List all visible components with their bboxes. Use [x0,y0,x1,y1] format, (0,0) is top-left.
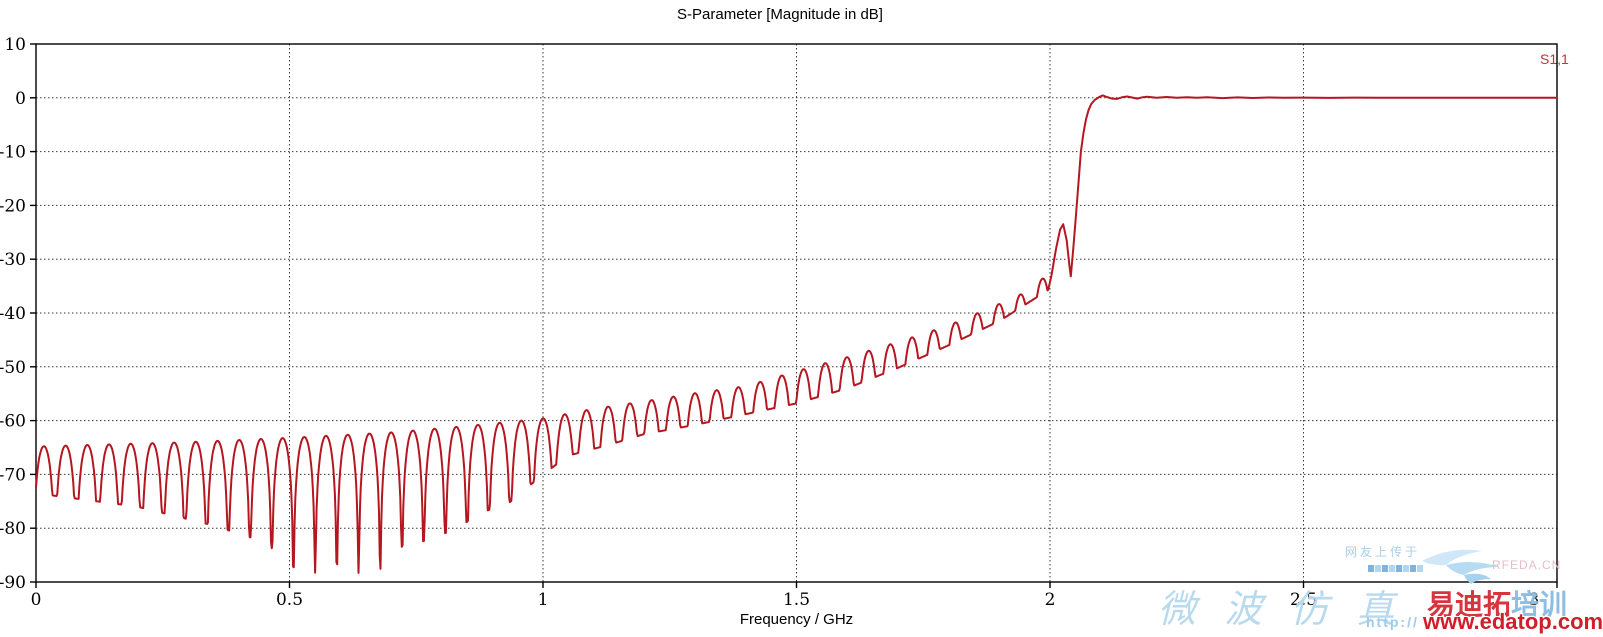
legend-s11-label: S1,1 [1540,51,1569,67]
s11-curve [35,94,1558,574]
chart-title: S-Parameter [Magnitude in dB] [677,6,883,23]
watermark-uploader-text: 网友上传于 [1345,545,1421,559]
watermark-url-text: http:// [1366,614,1419,630]
y-tick-label: -20 [0,196,26,216]
y-tick-label: -50 [0,358,26,378]
y-tick-label: -70 [0,465,26,485]
y-tick-label: -30 [0,250,26,270]
y-tick-label: -90 [0,573,26,593]
pixel-squares-icon [1368,559,1424,572]
x-tick-label: 3 [1529,590,1540,610]
x-tick-label: 1 [538,590,549,610]
x-axis-title: Frequency / GHz [739,611,854,628]
watermark-site-text: www.edatop.com [1423,609,1603,634]
watermark-rfeda-text: RFEDA.CN [1492,558,1562,572]
x-tick-label: 0.5 [276,590,303,610]
watermark-logo-text: 易迪拓培训 [1427,583,1567,623]
y-tick-label: 0 [15,89,26,109]
logo-blue-part: 培训 [1511,588,1568,621]
watermark-calligraphy-text: 微 波 仿 真 [1158,587,1403,631]
x-tick-label: 2 [1045,590,1056,610]
y-tick-label: -40 [0,304,26,324]
logo-red-part: 易迪拓 [1427,588,1512,621]
x-tick-label: 0 [31,590,42,610]
y-tick-label: 10 [4,35,26,55]
y-tick-label: -80 [0,519,26,539]
bird-swoosh-icon [1420,545,1512,592]
y-tick-label: -10 [0,143,26,163]
y-tick-label: -60 [0,412,26,432]
x-tick-label: 2.5 [1290,590,1317,610]
x-tick-label: 1.5 [783,590,810,610]
